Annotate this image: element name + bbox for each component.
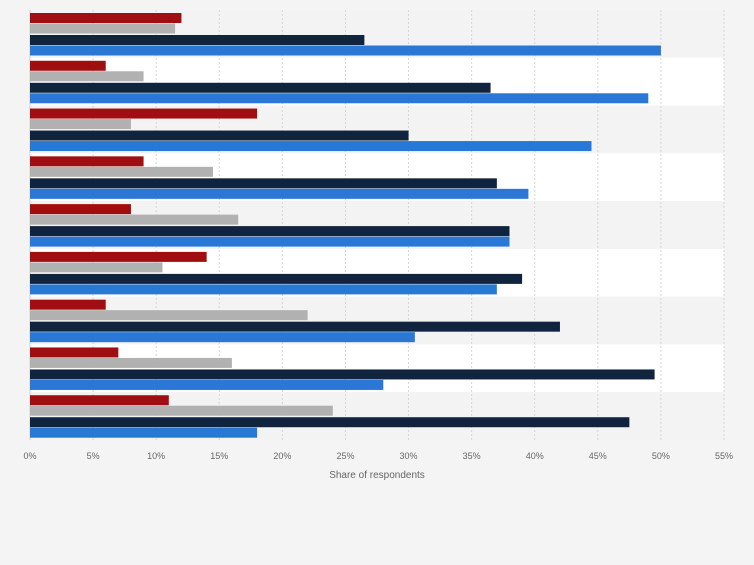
bar (30, 13, 182, 23)
bar (30, 204, 131, 215)
x-tick-label: 40% (526, 451, 544, 461)
bar (30, 35, 365, 45)
x-axis-label: Share of respondents (329, 470, 425, 481)
x-tick-label: 15% (210, 451, 228, 461)
bar (30, 357, 232, 368)
bar (30, 93, 649, 104)
bar (30, 427, 258, 438)
bar (30, 395, 169, 406)
x-tick-label: 35% (463, 451, 481, 461)
bar (30, 273, 523, 284)
bar (30, 251, 207, 262)
bar (30, 284, 497, 295)
bar (30, 236, 510, 247)
bar (30, 23, 176, 34)
bar (30, 379, 384, 390)
bar (30, 71, 144, 82)
bar (30, 262, 163, 273)
bar (30, 141, 592, 152)
bar (30, 417, 630, 428)
bar (30, 332, 415, 343)
bar (30, 156, 144, 167)
bar (30, 166, 213, 177)
x-tick-label: 55% (715, 451, 733, 461)
x-tick-label: 25% (336, 451, 354, 461)
bar (30, 119, 131, 130)
bars (30, 13, 661, 438)
bar (30, 45, 661, 56)
gridlines (29, 10, 725, 440)
x-tick-label: 5% (87, 451, 100, 461)
bar (30, 310, 308, 321)
bar (30, 178, 497, 189)
bar (30, 108, 258, 119)
bar (30, 405, 333, 416)
bar (30, 369, 655, 380)
x-tick-label: 0% (23, 451, 36, 461)
bar (30, 347, 119, 358)
x-tick-label: 20% (273, 451, 291, 461)
x-tick-label: 45% (589, 451, 607, 461)
bar (30, 60, 106, 71)
bar (30, 299, 106, 310)
bar (30, 130, 409, 141)
bar (30, 226, 510, 237)
bar (30, 188, 529, 199)
x-tick-label: 10% (147, 451, 165, 461)
x-tick-label: 50% (652, 451, 670, 461)
bar (30, 321, 560, 332)
x-tick-labels: 0% 5% 10% 15% 20% 25% 30% 35% 40% 45% 50% 55% (23, 451, 733, 461)
bar (30, 214, 239, 225)
x-tick-label: 30% (400, 451, 418, 461)
bar (30, 82, 491, 93)
